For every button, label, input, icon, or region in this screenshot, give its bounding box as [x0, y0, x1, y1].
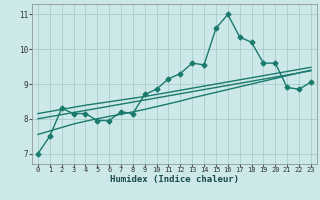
X-axis label: Humidex (Indice chaleur): Humidex (Indice chaleur): [110, 175, 239, 184]
